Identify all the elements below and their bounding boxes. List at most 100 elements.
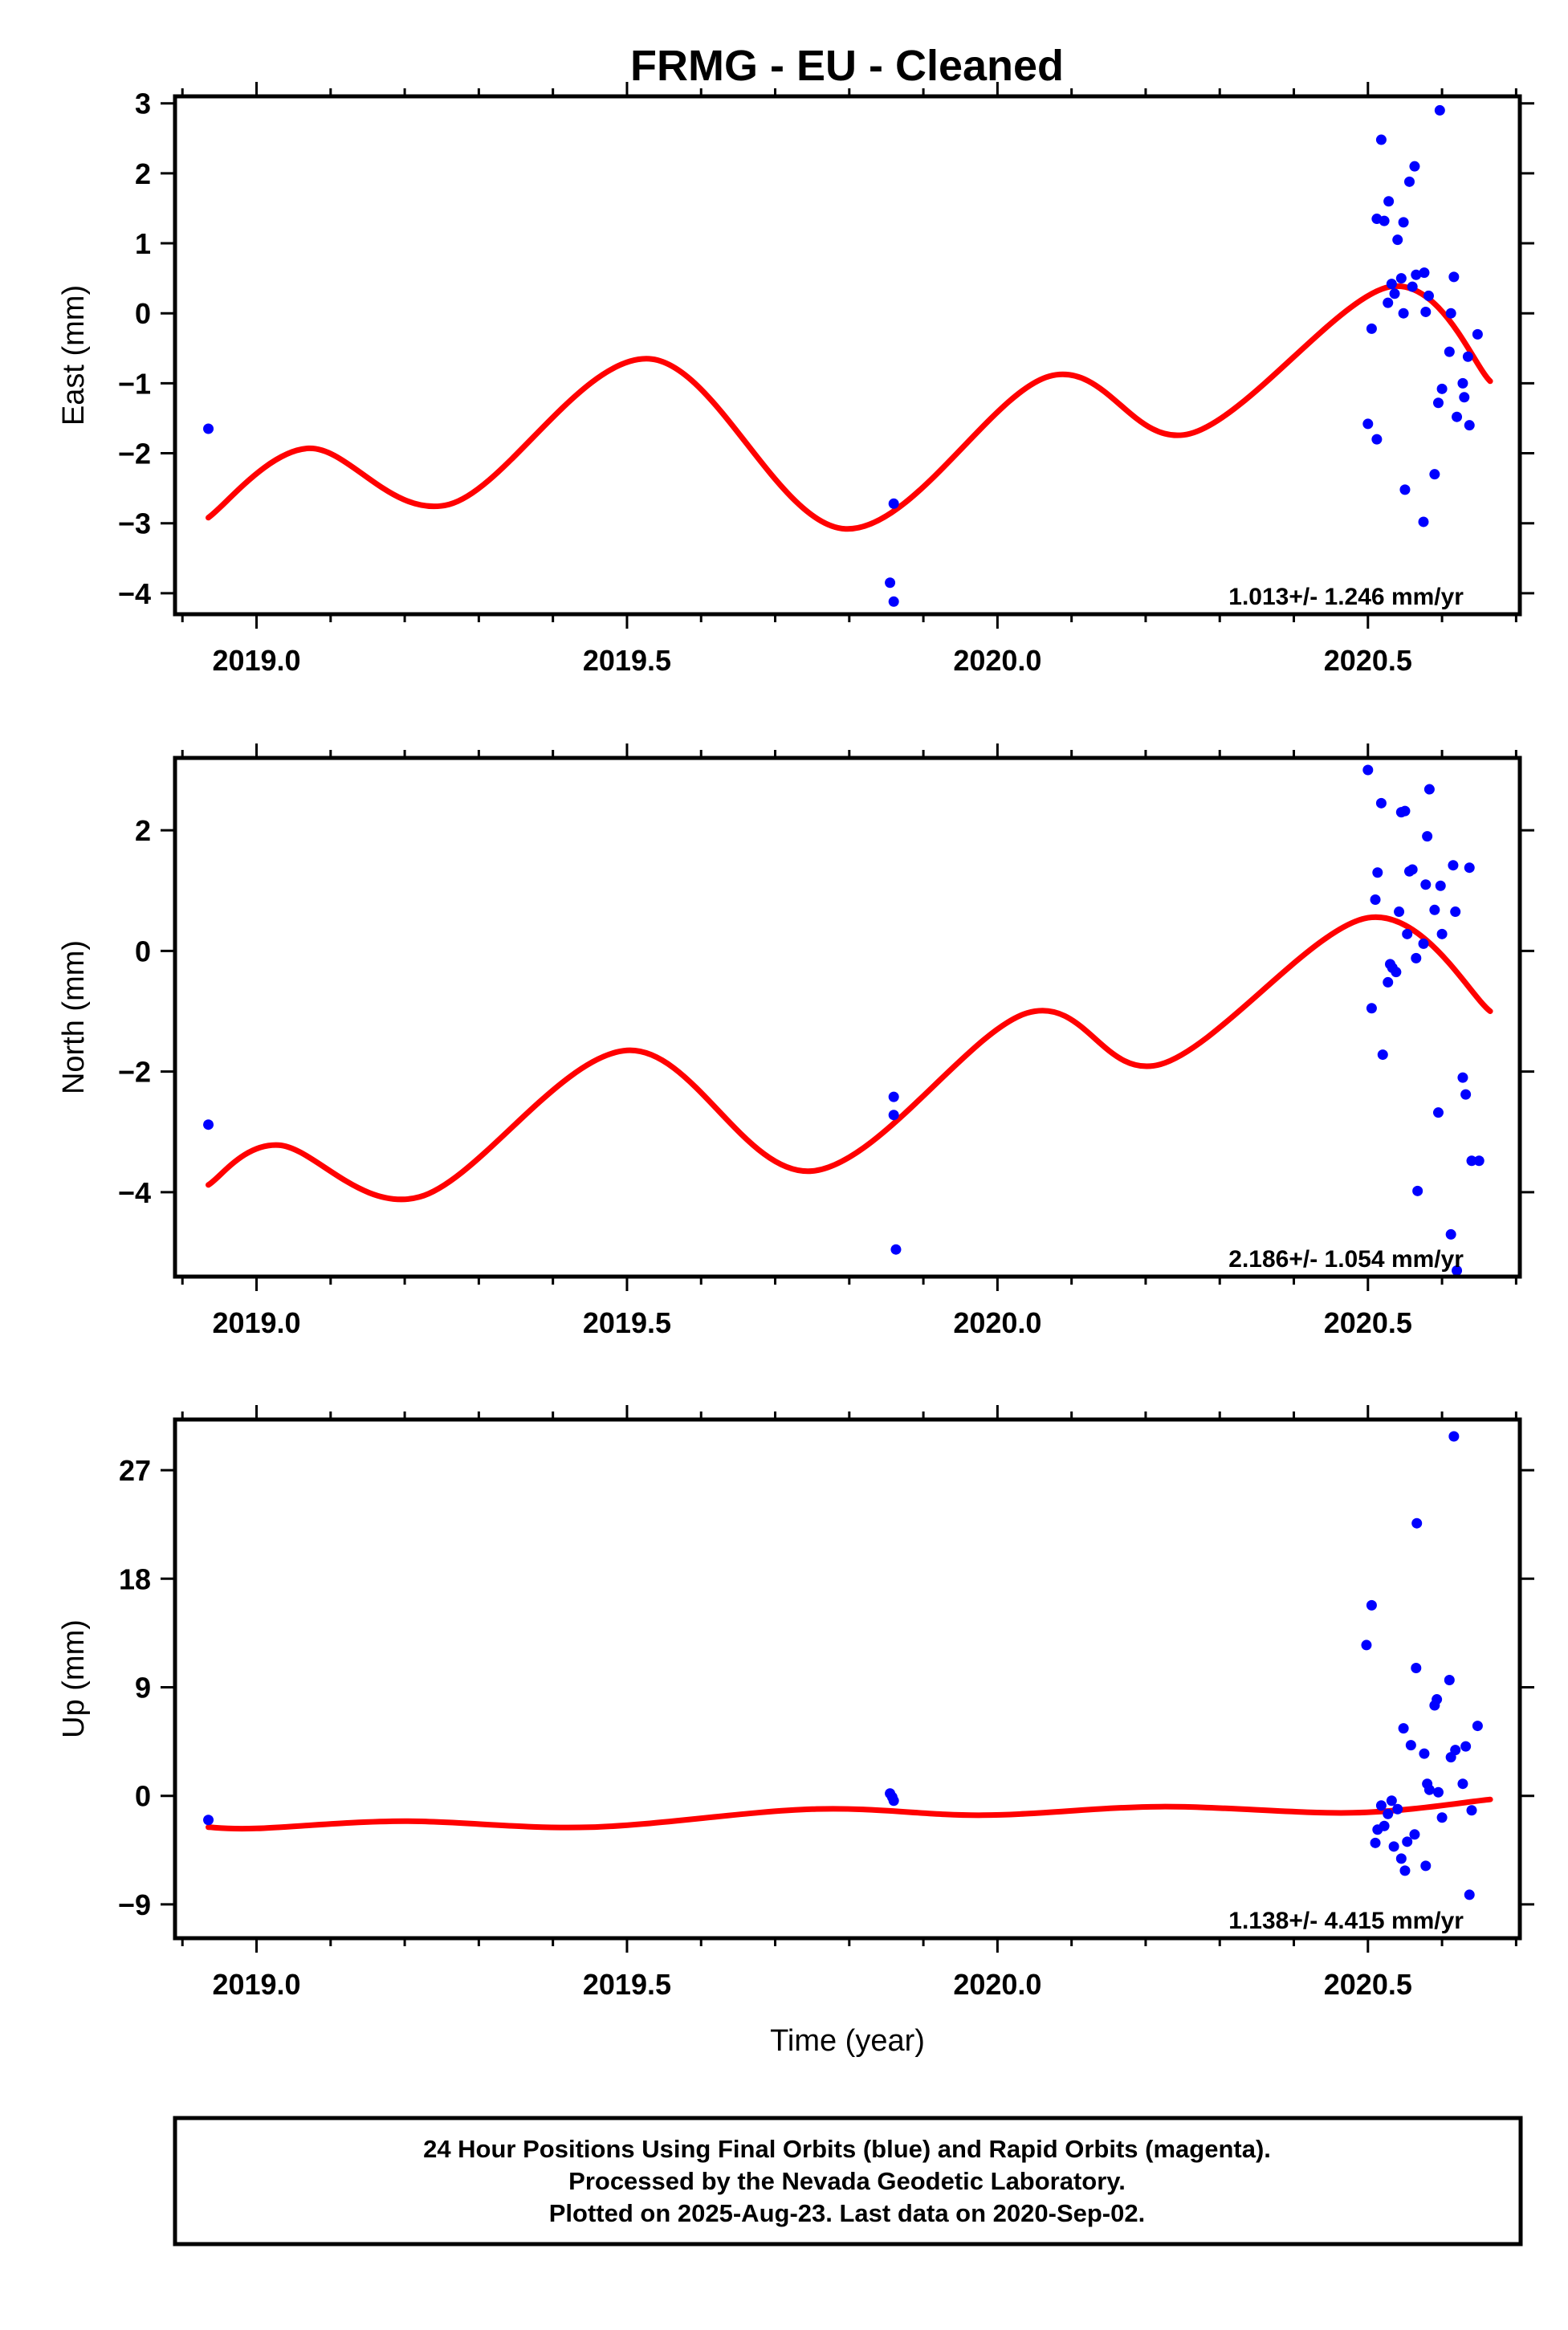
east-panel-data-point: [1432, 397, 1444, 409]
east-panel-data-point: [1457, 377, 1468, 389]
up-panel-data-point: [1420, 1860, 1432, 1872]
up-panel-data-point: [1383, 1808, 1394, 1819]
up-panel-data-point: [1379, 1820, 1390, 1831]
north-panel-data-point: [1420, 879, 1432, 890]
north-panel-data-point: [1407, 864, 1418, 875]
east-panel-y-axis-label: East (mm): [57, 285, 91, 426]
east-panel-data-point: [1444, 346, 1455, 357]
up-panel: 2019.0 2019.5 2020.0 2020.5 27 18 9 0 −9 1.138+/-…: [57, 1405, 1534, 2058]
up-panel-data-point: [1402, 1836, 1413, 1847]
east-panel-data-point: [1383, 297, 1394, 308]
east-panel-data-point: [1389, 288, 1400, 299]
north-panel-y-tick-label: 0: [135, 935, 151, 967]
east-panel-data-point: [1398, 308, 1409, 319]
east-panel-data-point: [1464, 420, 1475, 431]
east-panel-data-point: [1436, 383, 1448, 394]
east-panel-y-tick-label: −4: [118, 577, 151, 610]
east-panel-frame: [173, 94, 1522, 617]
east-panel: 2019.0 2019.5 2020.0 2020.5 3 2 1 0 −1 −2 −3 −4 1.01…: [57, 82, 1534, 677]
up-panel-data-point: [1436, 1812, 1448, 1823]
up-panel-data-point: [1464, 1889, 1475, 1900]
north-panel-rate-label: 2.186+/- 1.054 mm/yr: [1228, 1246, 1464, 1273]
north-panel-data-point: [1432, 1107, 1444, 1118]
north-panel-data-point: [1422, 831, 1433, 842]
footer-line-3: Plotted on 2025-Aug-23. Last data on 202…: [549, 2199, 1145, 2227]
up-panel-data-point: [1466, 1805, 1477, 1816]
chart-panels: 2019.0 2019.5 2020.0 2020.5 3 2 1 0 −1 −2 −3 −4 1.01…: [57, 82, 1534, 2058]
north-panel-data-point: [1383, 976, 1394, 988]
up-panel-data-point: [1366, 1599, 1377, 1611]
up-panel-data-point: [1395, 1853, 1407, 1864]
east-panel-data-point: [1452, 411, 1463, 422]
east-panel-y-tick-label: 0: [135, 297, 151, 330]
north-panel-data-point: [1412, 1185, 1423, 1196]
up-panel-fit-curve: [206, 1796, 1493, 1832]
up-panel-y-axis-label: Up (mm): [57, 1619, 91, 1738]
up-panel-x-axis-label: Time (year): [770, 2024, 925, 2058]
up-panel-data-point: [203, 1815, 214, 1826]
east-panel-data-point: [1448, 271, 1460, 283]
up-panel-data-point: [1399, 1865, 1411, 1876]
east-panel-data-point: [1429, 469, 1440, 480]
up-panel-y-tick-label: 9: [135, 1672, 151, 1705]
up-panel-frame: [173, 1417, 1522, 1941]
up-panel-data-point: [1411, 1662, 1422, 1673]
north-panel-data-point: [1457, 1072, 1468, 1083]
north-panel-x-tick-label: 2019.0: [212, 1306, 300, 1339]
up-panel-x-tick-label: 2019.5: [583, 1968, 671, 2001]
east-panel-data-point: [1419, 267, 1430, 279]
north-panel-x-tick-label: 2020.0: [953, 1306, 1041, 1339]
up-panel-data-point: [1444, 1675, 1455, 1686]
east-panel-data-point: [1409, 161, 1420, 172]
east-panel-y-tick-label: −1: [118, 367, 151, 400]
up-panel-data-point: [1370, 1837, 1381, 1848]
north-panel-data-point: [1450, 906, 1461, 918]
north-panel-data-point: [1370, 894, 1381, 906]
up-panel-y-tick-label: 18: [119, 1562, 151, 1595]
east-panel-data-point: [1407, 281, 1418, 292]
up-panel-data-point: [888, 1795, 899, 1807]
east-panel-data-point: [1386, 279, 1397, 290]
north-panel-data-point: [1372, 867, 1383, 878]
footer-line-2: Processed by the Nevada Geodetic Laborat…: [568, 2167, 1126, 2195]
east-panel-data-point: [1379, 215, 1390, 226]
north-panel-data-point: [1377, 1049, 1388, 1061]
east-panel-data-point: [1418, 516, 1429, 528]
up-panel-data-point: [1386, 1795, 1397, 1807]
north-panel-fit-curve: [206, 914, 1493, 1203]
east-panel-y-tick-label: 3: [135, 88, 151, 120]
east-panel-data-point: [888, 596, 899, 607]
north-panel-y-axis-label: North (mm): [57, 940, 91, 1094]
up-panel-y-tick-label: −9: [118, 1888, 151, 1921]
east-panel-y-tick-label: 2: [135, 157, 151, 190]
up-panel-y-tick-label: 27: [119, 1454, 151, 1487]
north-panel-x-tick-label: 2020.5: [1324, 1306, 1412, 1339]
east-panel-data-point: [888, 498, 899, 509]
east-panel-data-point: [1434, 104, 1445, 116]
up-panel-data-point: [1405, 1740, 1416, 1751]
east-panel-y-tick-label: 1: [135, 227, 151, 260]
east-panel-data-point: [1459, 392, 1470, 403]
east-panel-data-point: [1420, 306, 1432, 317]
up-panel-data-point: [1398, 1723, 1409, 1734]
east-panel-data-point: [1375, 134, 1387, 145]
chart-title: FRMG - EU - Cleaned: [630, 42, 1064, 90]
up-panel-x-tick-label: 2020.0: [953, 1968, 1041, 2001]
north-panel-data-point: [1435, 880, 1446, 891]
north-panel-data-point: [1448, 860, 1459, 871]
up-panel-data-point: [1448, 1431, 1460, 1442]
east-panel-data-point: [1403, 176, 1415, 187]
east-panel-data-point: [1383, 196, 1395, 207]
north-panel-data-point: [1464, 862, 1475, 874]
up-panel-data-point: [1375, 1800, 1387, 1811]
up-panel-data-point: [1472, 1721, 1483, 1732]
north-panel-frame: [173, 756, 1522, 1279]
north-panel: 2019.0 2019.5 2020.0 2020.5 2 0 −2 −4 2.186+/- 1…: [57, 743, 1534, 1339]
north-panel-data-point: [1429, 904, 1440, 915]
north-panel-data-point: [1423, 784, 1435, 795]
footer-line-1: 24 Hour Positions Using Final Orbits (bl…: [423, 2135, 1271, 2163]
east-panel-data-point: [1392, 234, 1403, 246]
up-panel-data-point: [1450, 1745, 1461, 1756]
up-panel-data-point: [1423, 1784, 1435, 1795]
east-panel-x-tick-label: 2020.0: [953, 644, 1041, 677]
